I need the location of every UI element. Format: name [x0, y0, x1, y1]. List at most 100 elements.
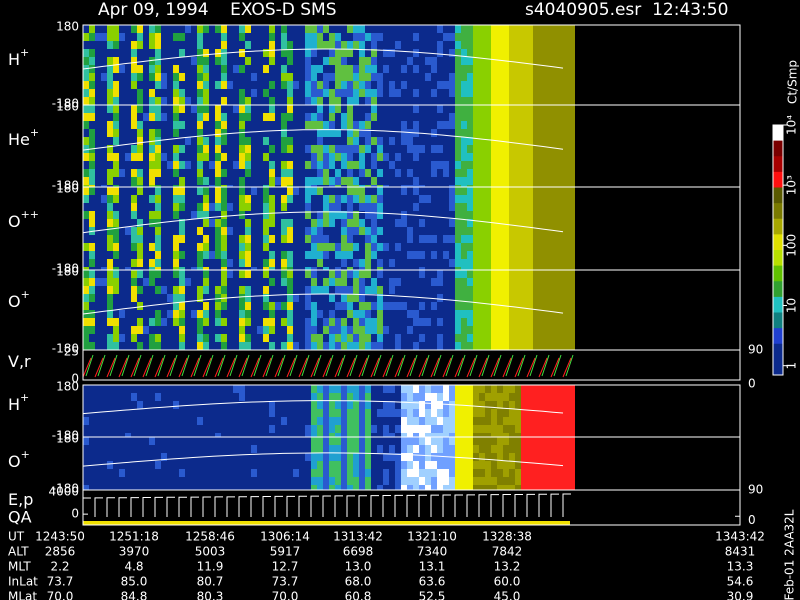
- spectrogram-cell: [191, 203, 197, 211]
- panel-label-base: He: [8, 130, 30, 149]
- spectrogram-cell: [155, 89, 161, 97]
- spectrogram-cell: [473, 278, 479, 286]
- spectrogram-cell: [485, 195, 491, 203]
- spectrogram-cell: [461, 185, 467, 187]
- spectrogram-cell: [401, 393, 407, 401]
- spectrogram-cell: [305, 294, 311, 302]
- spectrogram-cell: [485, 235, 491, 243]
- spectrogram-cell: [503, 113, 509, 121]
- spectrogram-cell: [149, 185, 155, 187]
- spectrogram-cell: [329, 251, 335, 259]
- spectrogram-cell: [311, 81, 317, 89]
- spectrogram-cell: [251, 203, 257, 211]
- spectrogram-cell: [341, 485, 347, 490]
- spectrogram-cell: [431, 33, 437, 41]
- spectrogram-cell: [407, 477, 413, 485]
- spectrogram-cell: [515, 385, 521, 393]
- spectrogram-cell: [467, 177, 473, 185]
- spectrogram-cell: [95, 469, 101, 477]
- spectrogram-cell: [323, 33, 329, 41]
- spectrogram-cell: [353, 259, 359, 267]
- spectrogram-cell: [125, 153, 131, 161]
- spectrogram-cell: [185, 33, 191, 41]
- spectrogram-cell: [347, 334, 353, 342]
- spectrogram-cell: [359, 195, 365, 203]
- spectrogram-cell: [281, 227, 287, 235]
- spectrogram-cell: [389, 41, 395, 49]
- spectrogram-cell: [143, 393, 149, 401]
- spectrogram-cell: [101, 195, 107, 203]
- spectrogram-cell: [269, 211, 275, 219]
- spectrogram-cell: [401, 57, 407, 65]
- spectrogram-cell: [335, 409, 341, 417]
- spectrogram-cell: [533, 49, 539, 57]
- spectrogram-cell: [227, 267, 233, 270]
- spectrogram-cell: [395, 41, 401, 49]
- spectrogram-cell: [437, 417, 443, 425]
- spectrogram-cell: [89, 33, 95, 41]
- spectrogram-cell: [275, 219, 281, 227]
- spectrogram-cell: [209, 259, 215, 267]
- spectrogram-cell: [563, 310, 569, 318]
- spectrogram-cell: [353, 203, 359, 211]
- spectrogram-cell: [167, 270, 173, 278]
- spectrogram-cell: [89, 25, 95, 33]
- spectrogram-cell: [293, 57, 299, 65]
- spectrogram-cell: [491, 425, 497, 433]
- spectrogram-cell: [335, 169, 341, 177]
- spectrogram-cell: [221, 259, 227, 267]
- spectrogram-cell: [503, 195, 509, 203]
- spectrogram-cell: [215, 270, 221, 278]
- spectrogram-cell: [263, 409, 269, 417]
- spectrogram-cell: [299, 105, 305, 113]
- spectrogram-cell: [131, 41, 137, 49]
- spectrogram-cell: [503, 211, 509, 219]
- spectrogram-cell: [311, 203, 317, 211]
- spectrogram-cell: [509, 65, 515, 73]
- spectrogram-cell: [461, 334, 467, 342]
- spectrogram-cell: [281, 318, 287, 326]
- spectrogram-cell: [491, 97, 497, 105]
- spectrogram-cell: [197, 310, 203, 318]
- spectrogram-cell: [203, 259, 209, 267]
- spectrogram-cell: [185, 25, 191, 33]
- spectrogram-cell: [569, 25, 575, 33]
- spectrogram-cell: [137, 153, 143, 161]
- spectrogram-cell: [551, 65, 557, 73]
- spectrogram-cell: [485, 129, 491, 137]
- spectrogram-cell: [185, 270, 191, 278]
- spectrogram-cell: [545, 121, 551, 129]
- spectrogram-cell: [203, 137, 209, 145]
- spectrogram-cell: [401, 310, 407, 318]
- spectrogram-cell: [203, 145, 209, 153]
- spectrogram-cell: [137, 97, 143, 105]
- panel-label-base: H: [8, 50, 20, 69]
- spectrogram-cell: [83, 417, 89, 425]
- spectrogram-cell: [149, 417, 155, 425]
- spectrogram-cell: [419, 219, 425, 227]
- spectrogram-cell: [521, 286, 527, 294]
- spectrogram-cell: [497, 121, 503, 129]
- spectrogram-cell: [479, 227, 485, 235]
- spectrogram-cell: [467, 294, 473, 302]
- spectrogram-cell: [467, 81, 473, 89]
- spectrogram-cell: [131, 211, 137, 219]
- spectrogram-cell: [317, 417, 323, 425]
- spectrogram-cell: [461, 251, 467, 259]
- spectrogram-cell: [233, 326, 239, 334]
- spectrogram-cell: [323, 437, 329, 445]
- spectrogram-cell: [419, 401, 425, 409]
- spectrogram-cell: [113, 187, 119, 195]
- spectrogram-cell: [497, 310, 503, 318]
- spectrogram-cell: [431, 326, 437, 334]
- spectrogram-cell: [419, 211, 425, 219]
- spectrogram-cell: [227, 453, 233, 461]
- spectrogram-cell: [263, 81, 269, 89]
- spectrogram-cell: [95, 310, 101, 318]
- spectrogram-cell: [521, 294, 527, 302]
- spectrogram-cell: [521, 211, 527, 219]
- spectrogram-cell: [323, 385, 329, 393]
- spectrogram-cell: [347, 73, 353, 81]
- spectrogram-cell: [131, 425, 137, 433]
- spectrogram-cell: [551, 185, 557, 187]
